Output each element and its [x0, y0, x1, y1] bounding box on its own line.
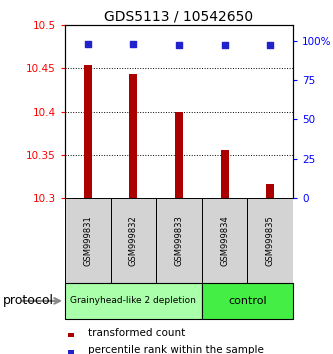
Bar — [247, 198, 293, 283]
Text: GSM999831: GSM999831 — [83, 215, 92, 266]
Text: protocol: protocol — [3, 295, 54, 307]
Bar — [220, 150, 229, 198]
Title: GDS5113 / 10542650: GDS5113 / 10542650 — [105, 10, 253, 24]
Bar — [266, 184, 274, 198]
Text: transformed count: transformed count — [88, 328, 185, 338]
Bar — [65, 283, 202, 319]
Text: Grainyhead-like 2 depletion: Grainyhead-like 2 depletion — [70, 296, 196, 306]
Point — [222, 42, 227, 48]
Bar — [156, 198, 202, 283]
Text: control: control — [228, 296, 267, 306]
Point — [176, 42, 182, 48]
Bar — [202, 198, 247, 283]
Point — [131, 41, 136, 46]
Point — [267, 42, 273, 48]
Text: GSM999833: GSM999833 — [174, 215, 183, 266]
Bar — [65, 198, 111, 283]
Point — [85, 41, 90, 46]
Text: GSM999835: GSM999835 — [266, 215, 275, 266]
Bar — [129, 74, 138, 198]
Bar — [175, 112, 183, 198]
Text: GSM999832: GSM999832 — [129, 215, 138, 266]
Bar — [84, 65, 92, 198]
Bar — [111, 198, 156, 283]
Text: GSM999834: GSM999834 — [220, 215, 229, 266]
Text: percentile rank within the sample: percentile rank within the sample — [88, 346, 264, 354]
Bar — [202, 283, 293, 319]
